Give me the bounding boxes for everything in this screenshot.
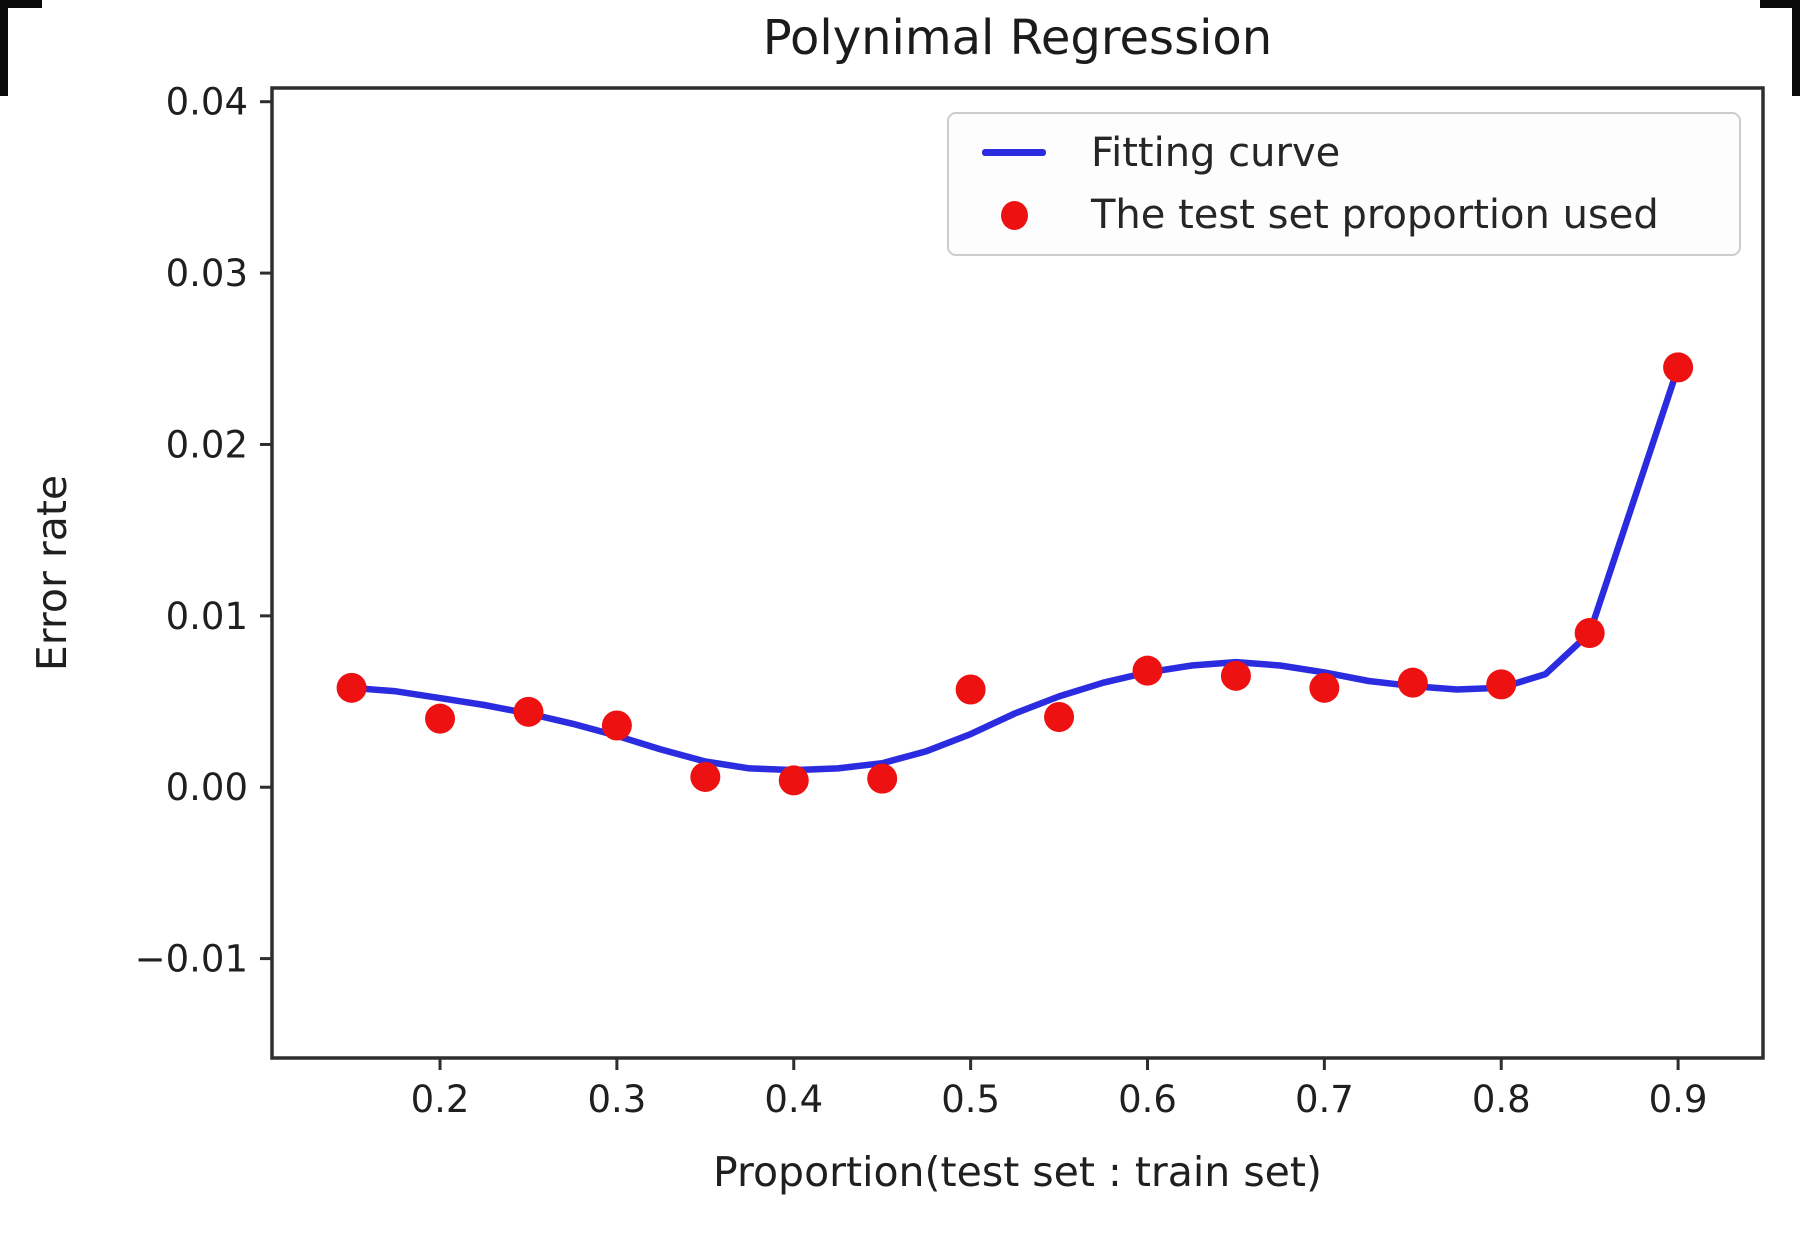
data-point	[1574, 617, 1605, 648]
scan-artifact-top-right-horizontal	[1760, 0, 1800, 8]
data-point	[425, 703, 456, 734]
y-tick-label: 0.03	[166, 252, 248, 295]
data-point	[1044, 701, 1075, 732]
legend-label: The test set proportion used	[1091, 192, 1659, 239]
x-axis-label: Proportion(test set : train set)	[713, 1148, 1322, 1196]
data-point	[1663, 352, 1694, 383]
scan-artifact-top-right-vertical	[1792, 0, 1800, 96]
data-point	[690, 761, 721, 792]
legend-line-swatch	[959, 149, 1069, 157]
data-point	[1220, 660, 1251, 691]
x-tick-label: 0.6	[1118, 1078, 1177, 1121]
x-tick-label: 0.9	[1649, 1078, 1708, 1121]
scan-artifact-top-left-horizontal	[0, 0, 42, 8]
fitting-curve-line-icon	[982, 149, 1046, 157]
data-point	[513, 696, 544, 727]
y-tick-label: 0.00	[166, 766, 248, 809]
legend-item-test-set-points: The test set proportion used	[959, 187, 1729, 243]
y-axis-label: Error rate	[28, 474, 76, 672]
y-tick-label: 0.01	[166, 595, 248, 638]
x-tick-label: 0.5	[941, 1078, 1000, 1121]
y-tick-label: 0.04	[166, 81, 248, 124]
data-point	[1486, 669, 1517, 700]
legend-label: Fitting curve	[1091, 129, 1341, 176]
legend: Fitting curve The test set proportion us…	[947, 112, 1741, 256]
fitting-curve	[348, 364, 1682, 774]
data-point	[778, 765, 809, 796]
legend-item-fitting-curve: Fitting curve	[959, 125, 1729, 181]
y-tick-label: 0.02	[166, 423, 248, 466]
plot-border	[270, 86, 1765, 1060]
data-point	[955, 674, 986, 705]
x-tick-label: 0.2	[411, 1078, 470, 1121]
chart-title: Polynimal Regression	[762, 10, 1273, 66]
data-point	[1132, 655, 1163, 686]
data-point	[1309, 672, 1340, 703]
x-tick-label: 0.8	[1472, 1078, 1531, 1121]
data-point	[336, 672, 367, 703]
legend-dot-swatch	[959, 200, 1069, 230]
data-point	[601, 710, 632, 741]
scan-artifact-top-left-vertical	[0, 0, 8, 96]
y-tick-label: −0.01	[135, 938, 248, 981]
x-tick-label: 0.3	[587, 1078, 646, 1121]
scatter-point-icon	[1000, 200, 1028, 230]
data-point	[867, 763, 898, 794]
x-tick-label: 0.4	[764, 1078, 823, 1121]
x-tick-label: 0.7	[1295, 1078, 1354, 1121]
data-point	[1397, 667, 1428, 698]
